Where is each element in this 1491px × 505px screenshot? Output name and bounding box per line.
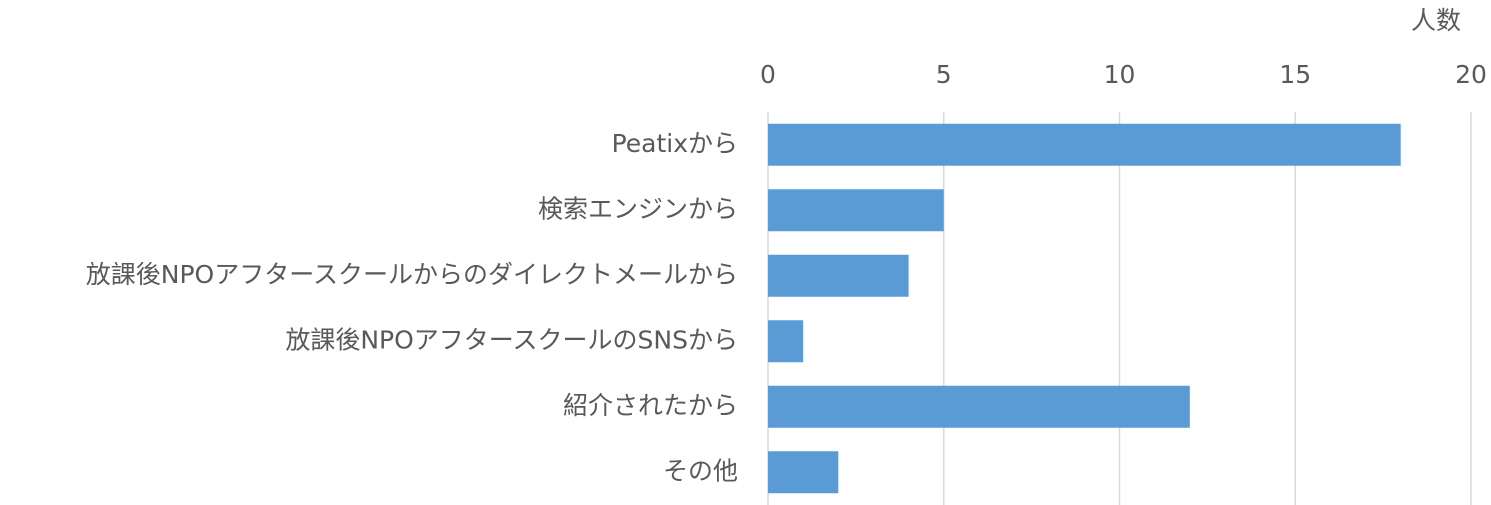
bar [768, 451, 839, 494]
y-tick-label: 放課後NPOアフタースクールからのダイレクトメールから [86, 260, 738, 289]
y-tick-label: その他 [663, 456, 738, 485]
bar [768, 320, 804, 363]
bar [768, 385, 1190, 428]
axis-label: 人数 [1411, 6, 1461, 35]
bar [768, 123, 1401, 166]
x-tick-label: 20 [1455, 60, 1487, 89]
x-tick-label: 0 [760, 60, 776, 89]
x-tick-label: 5 [936, 60, 952, 89]
y-tick-label: 放課後NPOアフタースクールのSNSから [285, 325, 738, 354]
y-tick-label: Peatixから [612, 129, 738, 158]
bar [768, 189, 944, 232]
x-tick-label: 10 [1104, 60, 1136, 89]
bar [768, 254, 909, 297]
x-tick-label: 15 [1279, 60, 1311, 89]
y-tick-label: 検索エンジンから [538, 194, 738, 223]
y-tick-label: 紹介されたから [563, 391, 738, 420]
